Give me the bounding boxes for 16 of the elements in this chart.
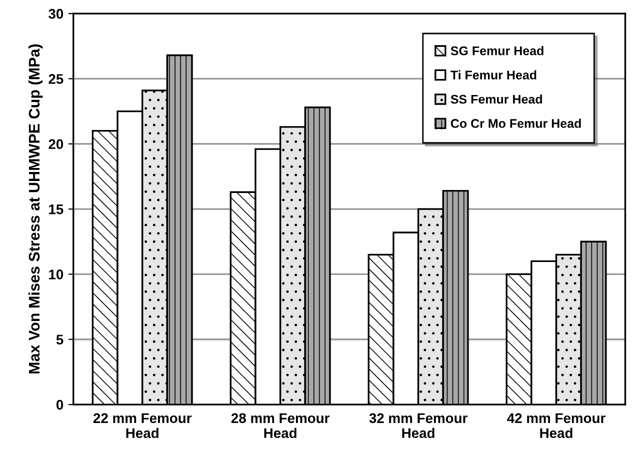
y-tick-label: 0 bbox=[56, 400, 64, 410]
y-tick-label: 10 bbox=[49, 270, 64, 280]
x-tick-label: 28 mm Femour Head bbox=[231, 413, 330, 438]
y-tick-label: 20 bbox=[48, 139, 64, 150]
legend-label: Ti Femur Head bbox=[450, 70, 536, 80]
legend-label: Co Cr Mo Femur Head bbox=[450, 118, 581, 128]
y-tick-label: 15 bbox=[49, 204, 64, 214]
y-axis-title: Max Von Mises Stress at UHMWPE Cup (MPa) bbox=[28, 44, 43, 374]
legend-label: SG Femur Head bbox=[450, 46, 544, 56]
y-tick-label: 25 bbox=[48, 74, 64, 84]
x-tick-label: 22 mm Femour Head bbox=[93, 413, 192, 438]
x-tick-label: 32 mm Femour Head bbox=[369, 413, 468, 438]
y-tick-label: 5 bbox=[56, 334, 64, 345]
y-tick-label: 30 bbox=[48, 8, 64, 19]
legend-label: SS Femur Head bbox=[450, 94, 542, 104]
x-tick-label: 42 mm Femour Head bbox=[507, 413, 606, 438]
